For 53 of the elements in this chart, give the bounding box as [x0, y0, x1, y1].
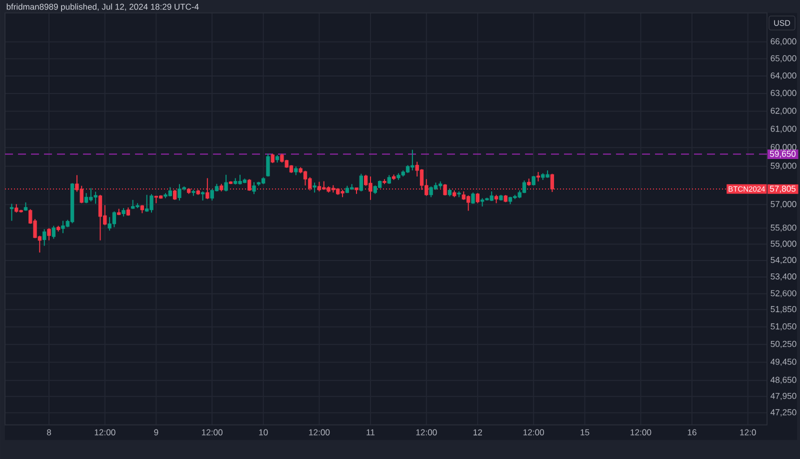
y-tick-label: 47,250 [770, 409, 796, 416]
y-tick-label: 50,250 [770, 340, 796, 348]
y-tick-label: 51,850 [770, 306, 796, 314]
candlestick [270, 153, 274, 164]
y-tick-label: 62,000 [770, 108, 796, 115]
candlestick [471, 192, 475, 204]
candlestick [52, 225, 56, 240]
x-tick-label: 9 [154, 429, 158, 436]
candlestick [252, 182, 256, 195]
candlestick [312, 182, 316, 194]
y-tick-label: 59,000 [770, 162, 796, 170]
y-tick-label: 52,600 [770, 290, 796, 298]
candlestick [359, 173, 364, 192]
y-tick-label: 65,000 [770, 55, 796, 62]
candlestick [536, 171, 540, 182]
candlestick [10, 203, 14, 222]
x-tick-label: 12:00 [202, 429, 222, 436]
text: bfridman8989 published, Jul 12, 2024 18:29 UTC-4 [6, 4, 199, 12]
candlestick [476, 192, 480, 204]
candlestick [47, 228, 51, 241]
x-tick-label: 16 [688, 429, 696, 436]
ref-line-label: 59,650 [770, 150, 796, 158]
candlestick [224, 174, 228, 192]
y-tick-label: 49,450 [770, 358, 796, 366]
y-tick-label: 51,050 [770, 323, 796, 330]
x-tick-label: 12:00 [309, 429, 330, 436]
candlestick [266, 153, 270, 177]
x-tick-label: 8 [46, 429, 52, 436]
x-tick-label: 12:00 [523, 429, 544, 436]
y-tick-label: 55,000 [770, 240, 796, 248]
x-tick-label: 12:0 [740, 429, 756, 436]
x-tick-label: 12:00 [94, 429, 116, 436]
y-tick-label: 61,000 [770, 126, 796, 133]
y-tick-label: 48,650 [770, 376, 796, 384]
x-tick-label: 11 [366, 429, 375, 436]
candlestick [42, 228, 46, 246]
y-tick-label: 63,000 [770, 90, 796, 98]
y-tick-label: 57,000 [770, 201, 796, 208]
candlestick [200, 190, 205, 201]
y-tick-label: 53,400 [770, 273, 796, 281]
ref-line-label: 57,805 [770, 186, 796, 193]
candlestick [443, 184, 447, 196]
y-tick-label: 54,200 [770, 256, 796, 264]
y-tick-label: 47,950 [770, 392, 796, 400]
x-tick-label: 12 [474, 429, 482, 436]
x-tick-label: 10 [259, 429, 268, 436]
x-tick-label: 12:00 [630, 429, 652, 436]
y-tick-label: 64,000 [770, 72, 796, 80]
x-tick-label: 12:00 [416, 429, 437, 436]
x-tick-label: 15 [580, 429, 590, 436]
y-tick-label: 55,800 [770, 224, 796, 232]
y-axis-title: USD [774, 20, 790, 26]
y-tick-label: 66,000 [770, 38, 796, 46]
